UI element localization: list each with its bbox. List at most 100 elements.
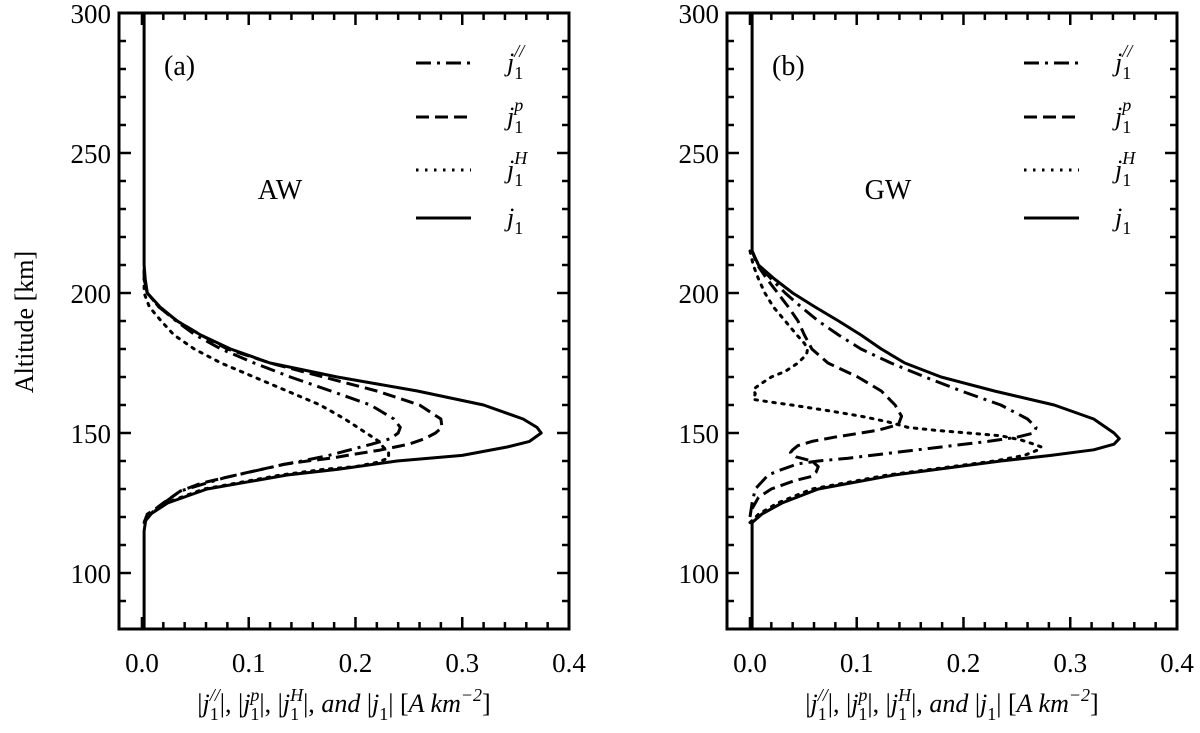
legend-base: j [504, 203, 514, 232]
legend-sub: 1 [514, 63, 523, 83]
wave-type-annotation: GW [865, 175, 912, 206]
x-label-part: j [240, 689, 250, 718]
panel-label: (b) [772, 51, 805, 82]
series-group [142, 13, 543, 629]
x-tick-label: 0.3 [1053, 648, 1087, 678]
legend-label: j1H [1112, 148, 1136, 190]
x-label-part: p [856, 685, 867, 705]
legend-sub: 1 [1122, 117, 1131, 137]
legend-sup: H [1121, 148, 1136, 168]
legend-base: j [504, 155, 514, 184]
legend-sub: 1 [1122, 218, 1131, 238]
legend-sub: 1 [514, 117, 523, 137]
x-label-part: j [200, 689, 210, 718]
x-label-part: ] [1090, 689, 1099, 718]
x-label-part: // [817, 685, 830, 705]
legend-label: j1H [504, 148, 528, 190]
x-label-part: A km [1015, 689, 1069, 718]
series-line-dashdot [748, 250, 1038, 518]
legend-sub: 1 [514, 218, 523, 238]
x-label-part: |, [828, 689, 846, 718]
legend-sup: // [513, 41, 526, 61]
y-tick-label: 100 [679, 559, 720, 589]
x-label-part: and [321, 689, 361, 718]
x-label-part: 1 [290, 704, 299, 724]
x-label-part: and [929, 689, 969, 718]
x-label-part: | [886, 689, 891, 718]
y-tick-label: 250 [679, 139, 720, 169]
legend-label: j1p [1112, 95, 1131, 137]
x-label-part: j [280, 689, 290, 718]
axes-frame [117, 11, 571, 631]
x-label-part: | [968, 689, 980, 718]
x-label-part: −2 [461, 685, 482, 705]
series-line-solid [750, 13, 1121, 629]
legend-base: j [504, 102, 514, 131]
x-tick-label: 0.2 [947, 648, 981, 678]
legend-base: j [1112, 102, 1122, 131]
series-line-solid [142, 13, 543, 629]
legend-label: j1 [504, 203, 523, 238]
x-label-part: // [209, 685, 222, 705]
legend-label: j1// [1112, 41, 1134, 83]
x-tick-label: 0.1 [232, 648, 266, 678]
x-label-part: j [808, 689, 818, 718]
x-tick-label: 0.3 [445, 648, 479, 678]
legend-label: j1p [504, 95, 523, 137]
y-tick-label: 250 [71, 139, 112, 169]
legend-base: j [1112, 48, 1122, 77]
series-line-dotted [142, 277, 391, 525]
x-label-part: |, [867, 689, 885, 718]
y-tick-label: 200 [71, 279, 112, 309]
legend-sup: p [512, 95, 523, 115]
wave-type-annotation: AW [258, 175, 303, 206]
legend-sub: 1 [514, 170, 523, 190]
series-line-dashed [750, 250, 904, 510]
x-label-part: 1 [818, 704, 827, 724]
legend-sub: 1 [1122, 63, 1131, 83]
x-tick-label: 0.2 [339, 648, 373, 678]
y-tick-label: 150 [71, 419, 112, 449]
x-label-part: |, [303, 689, 321, 718]
x-label-part: A km [407, 689, 461, 718]
x-label-part: | [ [388, 689, 408, 718]
series-group [748, 13, 1121, 629]
series-line-dashdot [142, 265, 402, 524]
x-tick-label: 0.0 [125, 648, 159, 678]
x-axis-label: |j1//|, |j1p|, |j1H|, and |j1| [A km−2] [805, 685, 1098, 724]
y-tick-label: 300 [71, 0, 112, 29]
x-label-part: H [289, 685, 304, 705]
legend-label: j1// [504, 41, 526, 83]
legend-base: j [1112, 155, 1122, 184]
legend-label: j1 [1112, 203, 1131, 238]
x-label-part: 1 [250, 704, 259, 724]
x-label-part: 1 [858, 704, 867, 724]
y-tick-label: 150 [679, 419, 720, 449]
y-tick-label: 200 [679, 279, 720, 309]
legend-sup: p [1120, 95, 1131, 115]
x-label-part: |, [220, 689, 238, 718]
x-label-part: | [805, 689, 810, 718]
x-label-part: j [888, 689, 898, 718]
x-label-part: 1 [987, 704, 996, 724]
y-tick-label: 300 [679, 0, 720, 29]
x-label-part: 1 [210, 704, 219, 724]
x-label-part: | [ [996, 689, 1016, 718]
x-label-part: p [248, 685, 259, 705]
x-label-part: j [848, 689, 858, 718]
x-tick-label: 0.0 [733, 648, 767, 678]
y-axis-label: Altitude [km] [10, 251, 39, 393]
legend-sub: 1 [1122, 170, 1131, 190]
x-tick-label: 0.4 [1160, 648, 1194, 678]
legend-base: j [504, 48, 514, 77]
legend-sup: H [513, 148, 528, 168]
legend-base: j [1112, 203, 1122, 232]
series-line-dotted [748, 249, 1043, 525]
x-label-part: H [897, 685, 912, 705]
axes-frame [725, 11, 1179, 631]
legend-sup: // [1121, 41, 1134, 61]
